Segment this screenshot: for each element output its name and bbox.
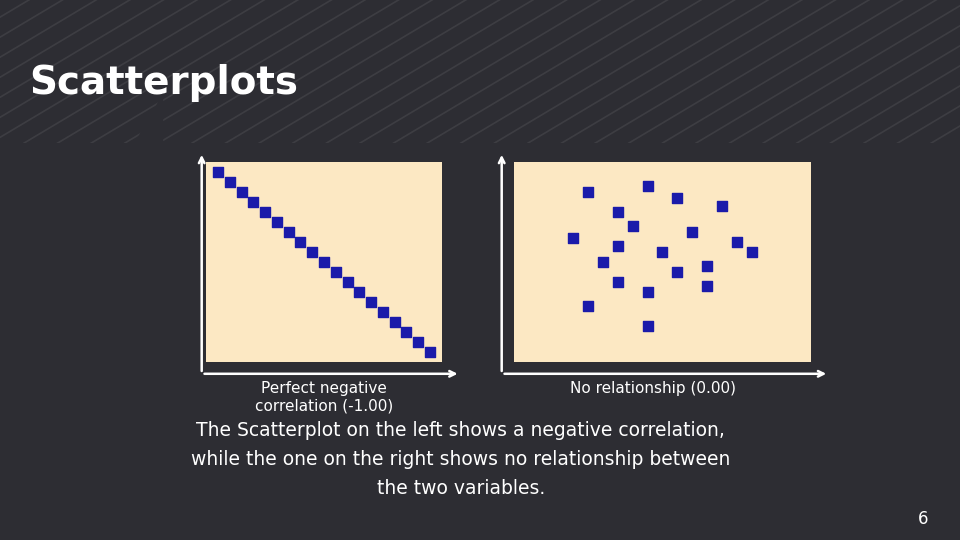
Point [328,267,344,276]
Point [398,327,414,336]
Point [281,227,297,236]
Point [234,188,250,197]
Point [340,278,355,286]
Point [387,318,402,326]
Point [639,181,655,190]
Point [699,261,714,270]
Point [625,221,640,230]
Text: Scatterplots: Scatterplots [29,64,298,102]
Point [595,258,611,266]
Point [351,287,367,296]
Point [744,247,759,256]
Point [730,238,745,246]
Point [304,247,320,256]
Polygon shape [0,93,163,143]
Point [655,247,670,256]
Point [639,321,655,330]
Text: Perfect negative
correlation (-1.00): Perfect negative correlation (-1.00) [254,381,394,413]
Point [639,287,655,296]
Point [684,227,700,236]
Point [223,178,238,186]
Point [699,281,714,290]
Point [580,188,595,197]
Point [257,207,273,216]
Point [611,241,626,250]
Point [611,207,626,216]
Point [670,267,685,276]
Point [246,198,261,206]
Point [611,278,626,286]
Point [411,338,426,346]
Point [714,201,730,210]
Point [580,301,595,310]
Point [565,234,581,242]
Point [269,218,284,226]
Point [422,348,438,356]
Point [293,238,308,246]
Text: The Scatterplot on the left shows a negative correlation,
while the one on the r: The Scatterplot on the left shows a nega… [191,421,731,498]
Point [363,298,378,306]
Point [210,167,226,176]
Point [375,307,391,316]
Point [670,194,685,202]
Text: No relationship (0.00): No relationship (0.00) [570,381,735,396]
Text: 6: 6 [918,510,928,528]
Point [317,258,332,266]
